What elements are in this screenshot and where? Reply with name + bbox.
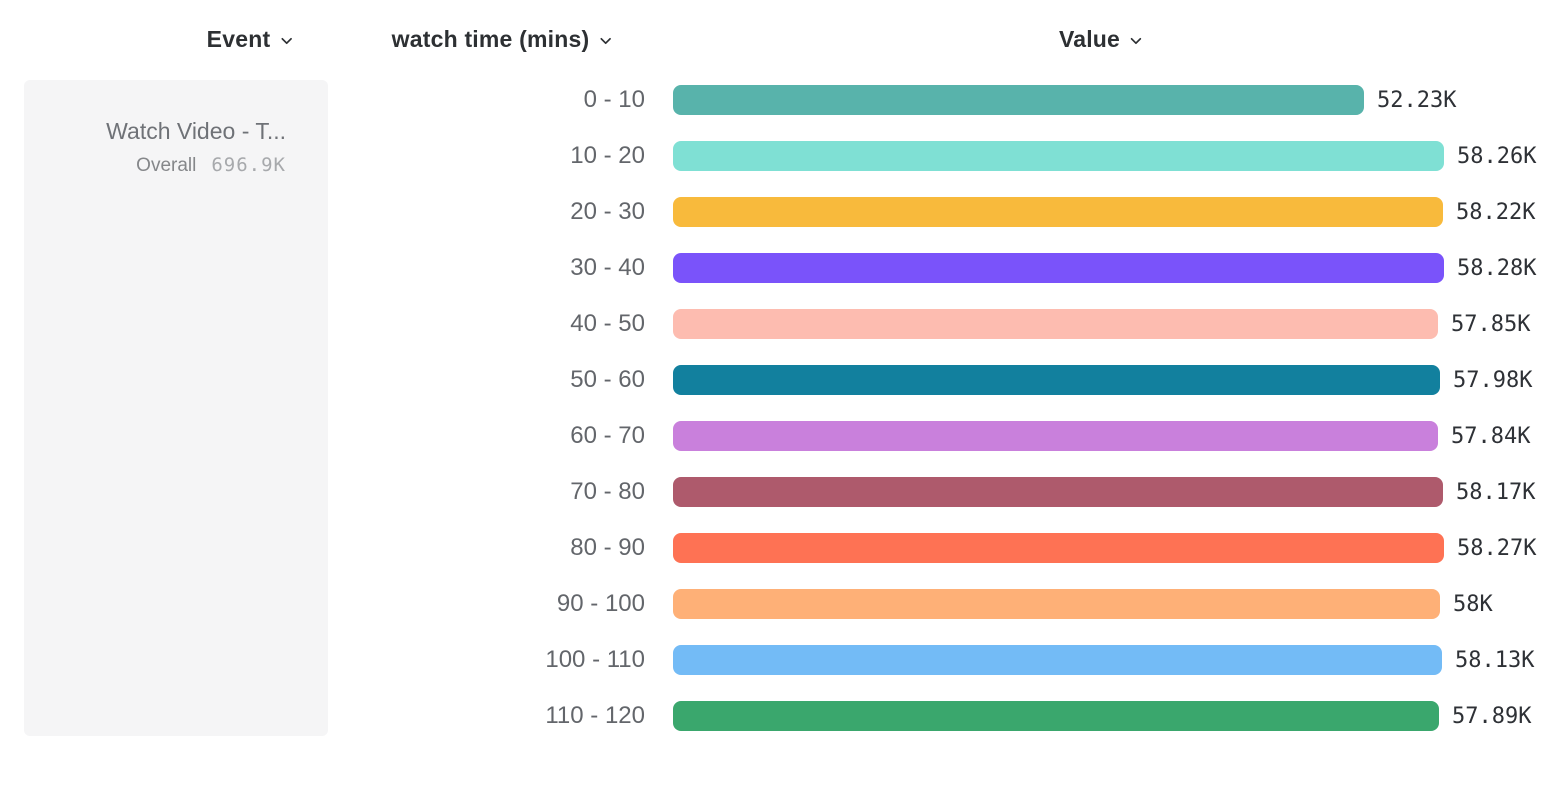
bar-segment[interactable]	[673, 421, 1438, 451]
category-label: 110 - 120	[545, 702, 645, 729]
chevron-down-icon	[600, 37, 611, 45]
bar-segment[interactable]	[673, 309, 1438, 339]
bar-segment[interactable]	[673, 141, 1444, 171]
value-label: 58.22K	[1456, 199, 1536, 225]
value-label: 58.28K	[1457, 255, 1537, 281]
category-label: 30 - 40	[570, 254, 645, 281]
bar-segment[interactable]	[673, 645, 1442, 675]
category-label: 60 - 70	[570, 422, 645, 449]
bar-segment[interactable]	[673, 197, 1443, 227]
event-name: Watch Video - T...	[106, 118, 286, 144]
value-label: 58K	[1453, 591, 1493, 617]
breakdown-column-header[interactable]: watch time (mins)	[392, 26, 613, 53]
value-column-label: Value	[1058, 26, 1121, 52]
value-label: 58.17K	[1456, 479, 1536, 505]
bar-segment[interactable]	[673, 589, 1440, 619]
chart-row: 110 - 120 57.89K	[408, 688, 1568, 744]
chart-row: 60 - 70 57.84K	[408, 408, 1568, 464]
category-label: 0 - 10	[583, 86, 645, 113]
category-label: 80 - 90	[570, 534, 645, 561]
breakdown-column-label: watch time (mins)	[391, 26, 590, 52]
chart-row: 90 - 100 58K	[408, 576, 1568, 632]
value-column-header[interactable]: Value	[1059, 26, 1143, 53]
bar-segment[interactable]	[673, 85, 1364, 115]
event-panel: Watch Video - T... Overall 696.9K	[24, 80, 328, 736]
value-label: 57.98K	[1453, 367, 1533, 393]
chart-row: 30 - 40 58.28K	[408, 240, 1568, 296]
chart-row: 20 - 30 58.22K	[408, 184, 1568, 240]
bar-segment[interactable]	[673, 533, 1444, 563]
value-label: 57.89K	[1452, 703, 1532, 729]
category-label: 20 - 30	[570, 198, 645, 225]
overall-label: Overall	[136, 155, 197, 177]
value-label: 52.23K	[1377, 87, 1457, 113]
chart-row: 100 - 110 58.13K	[408, 632, 1568, 688]
chart-row: 10 - 20 58.26K	[408, 128, 1568, 184]
chart-row: 0 - 10 52.23K	[408, 72, 1568, 128]
overall-value: 696.9K	[211, 154, 286, 177]
chart-row: 40 - 50 57.85K	[408, 296, 1568, 352]
bar-segment[interactable]	[673, 253, 1444, 283]
chart-row: 80 - 90 58.27K	[408, 520, 1568, 576]
chevron-down-icon	[1130, 37, 1142, 45]
event-list-item[interactable]: Watch Video - T... Overall 696.9K	[24, 80, 328, 177]
category-label: 70 - 80	[570, 478, 645, 505]
chart-row: 70 - 80 58.17K	[408, 464, 1568, 520]
chevron-down-icon	[281, 37, 292, 45]
event-column-header[interactable]: Event	[207, 26, 294, 53]
category-label: 90 - 100	[556, 590, 645, 617]
bar-segment[interactable]	[673, 477, 1443, 507]
category-label: 10 - 20	[570, 142, 645, 169]
chart-row: 50 - 60 57.98K	[408, 352, 1568, 408]
bar-chart: 0 - 10 52.23K 10 - 20 58.26K 20 - 30 58.22K 30…	[408, 72, 1568, 744]
category-label: 100 - 110	[545, 646, 645, 673]
value-label: 57.85K	[1451, 311, 1531, 337]
bar-segment[interactable]	[673, 365, 1440, 395]
value-label: 58.27K	[1457, 535, 1537, 561]
value-label: 58.26K	[1457, 143, 1537, 169]
overall-row: Overall 696.9K	[24, 154, 286, 177]
category-label: 40 - 50	[570, 310, 645, 337]
category-label: 50 - 60	[570, 366, 645, 393]
bar-segment[interactable]	[673, 701, 1439, 731]
value-label: 57.84K	[1451, 423, 1531, 449]
event-column-label: Event	[206, 26, 271, 52]
value-label: 58.13K	[1455, 647, 1535, 673]
